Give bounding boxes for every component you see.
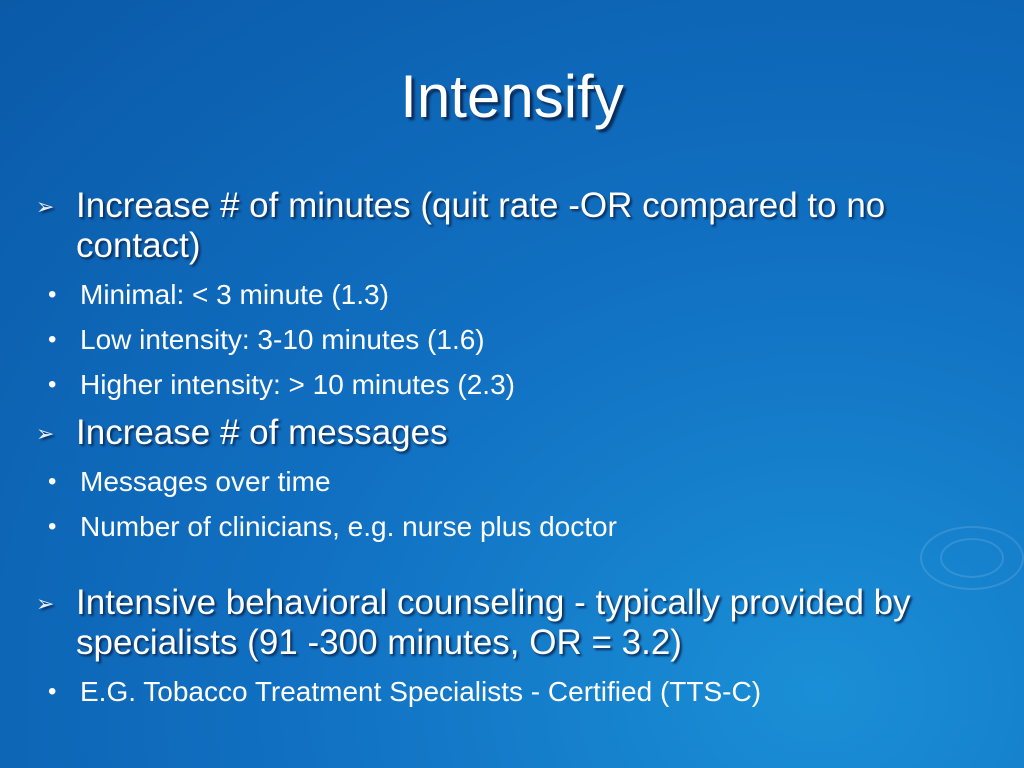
sub-list: E.G. Tobacco Treatment Specialists - Cer… bbox=[36, 669, 1006, 714]
sub-bullet: Low intensity: 3-10 minutes (1.6) bbox=[36, 317, 1006, 362]
bullet: Increase # of messages bbox=[36, 413, 1006, 454]
sub-list: Messages over timeNumber of clinicians, … bbox=[36, 459, 1006, 549]
bullet-list: Increase # of minutes (quit rate -OR com… bbox=[36, 186, 1006, 720]
sub-bullet: Higher intensity: > 10 minutes (2.3) bbox=[36, 362, 1006, 407]
bullet: Intensive behavioral counseling - typica… bbox=[36, 583, 1006, 663]
slide-title: Intensify bbox=[400, 63, 624, 130]
sub-bullet: Messages over time bbox=[36, 459, 1006, 504]
sub-bullet: E.G. Tobacco Treatment Specialists - Cer… bbox=[36, 669, 1006, 714]
bullet: Increase # of minutes (quit rate -OR com… bbox=[36, 186, 1006, 266]
sub-bullet: Minimal: < 3 minute (1.3) bbox=[36, 272, 1006, 317]
sub-list: Minimal: < 3 minute (1.3)Low intensity: … bbox=[36, 272, 1006, 407]
sub-bullet: Number of clinicians, e.g. nurse plus do… bbox=[36, 504, 1006, 549]
